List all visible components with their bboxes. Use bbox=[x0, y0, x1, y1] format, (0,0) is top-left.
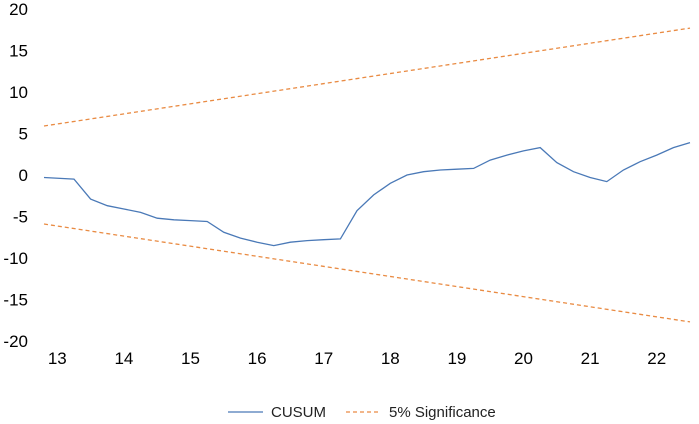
y-tick-label: -5 bbox=[13, 208, 28, 227]
x-tick-label: 20 bbox=[514, 349, 533, 368]
legend-label: 5% Significance bbox=[389, 404, 496, 421]
y-tick-label: 20 bbox=[9, 0, 28, 19]
y-tick-label: -15 bbox=[3, 291, 28, 310]
significance-upper-line bbox=[43, 27, 691, 127]
x-tick-label: 14 bbox=[114, 349, 133, 368]
y-tick-label: 10 bbox=[9, 83, 28, 102]
significance-lower-line bbox=[43, 223, 691, 323]
x-tick-label: 15 bbox=[181, 349, 200, 368]
y-tick-label: 15 bbox=[9, 42, 28, 61]
x-tick-label: 22 bbox=[647, 349, 666, 368]
x-tick-label: 19 bbox=[447, 349, 466, 368]
x-tick-label: 13 bbox=[48, 349, 67, 368]
series-layer bbox=[43, 27, 691, 323]
x-tick-label: 16 bbox=[248, 349, 267, 368]
y-tick-label: 5 bbox=[19, 125, 28, 144]
legend: CUSUM 5% Significance bbox=[228, 404, 496, 421]
x-tick-label: 18 bbox=[381, 349, 400, 368]
x-tick-label: 17 bbox=[314, 349, 333, 368]
x-axis-ticks: 13 14 15 16 17 18 19 20 21 22 bbox=[48, 349, 666, 368]
y-tick-label: -20 bbox=[3, 332, 28, 351]
y-tick-label: -10 bbox=[3, 249, 28, 268]
cusum-line bbox=[43, 141, 691, 247]
y-axis-ticks: 20 15 10 5 0 -5 -10 -15 -20 bbox=[3, 0, 28, 351]
y-tick-label: 0 bbox=[19, 166, 28, 185]
x-tick-label: 21 bbox=[581, 349, 600, 368]
legend-label: CUSUM bbox=[271, 404, 326, 421]
